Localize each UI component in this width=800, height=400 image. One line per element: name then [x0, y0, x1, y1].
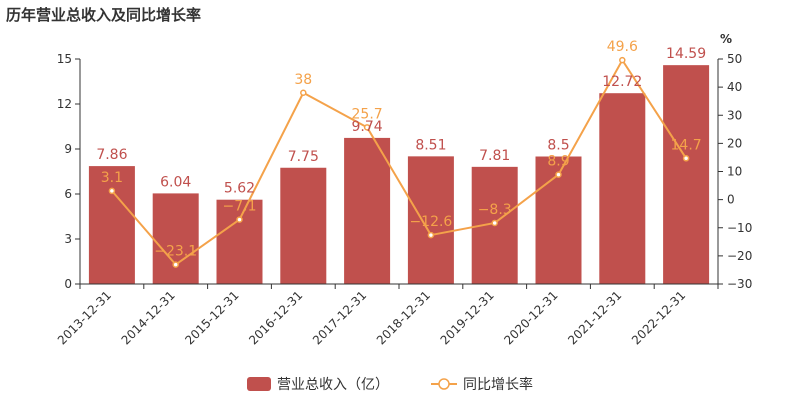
y-right-unit: %	[720, 32, 732, 46]
legend-bar-label: 营业总收入（亿）	[277, 377, 389, 393]
x-tick-label: 2016-12-31	[246, 288, 305, 347]
x-tick-label: 2014-12-31	[119, 288, 178, 347]
legend-line-label: 同比增长率	[463, 376, 533, 393]
x-tick-label: 2021-12-31	[565, 288, 624, 347]
bar	[216, 199, 263, 284]
growth-value-label: −8.3	[478, 202, 512, 218]
y-left-tick-label: 0	[64, 277, 72, 291]
bar	[599, 93, 646, 284]
bar-value-label: 8.5	[547, 138, 569, 154]
growth-point	[236, 216, 243, 223]
growth-value-label: 8.9	[547, 154, 569, 170]
y-right-tick-label: 40	[727, 80, 742, 94]
growth-value-label: −7.1	[223, 199, 257, 215]
x-tick-label: 2018-12-31	[374, 288, 433, 347]
bars-layer	[88, 65, 710, 285]
x-tick-label: 2020-12-31	[501, 288, 560, 347]
bar-value-label: 5.62	[224, 181, 255, 197]
y-left-tick-label: 12	[57, 97, 72, 111]
line-layer	[108, 56, 690, 268]
y-right-tick-label: 30	[727, 108, 742, 122]
y-right-tick-label: −10	[727, 221, 752, 235]
y-right-tick-label: −30	[727, 277, 752, 291]
bar-value-label: 7.86	[96, 147, 127, 163]
bar	[152, 193, 199, 284]
growth-value-label: 14.7	[671, 137, 702, 153]
bar-value-label: 7.75	[288, 149, 319, 165]
growth-point	[427, 231, 435, 239]
growth-line	[111, 58, 687, 266]
growth-value-label: 25.7	[352, 106, 383, 122]
legend-line-marker	[438, 378, 450, 390]
growth-point	[555, 171, 562, 178]
x-tick-label: 2013-12-31	[55, 288, 114, 347]
growth-value-label: −12.6	[409, 214, 452, 230]
y-right-tick-label: 50	[727, 52, 742, 66]
y-right-tick-label: 10	[727, 165, 742, 179]
x-tick-label: 2017-12-31	[310, 288, 369, 347]
labels-layer: 7.86 6.04 5.62 7.75 9.74 8.51 7.81 8.5 12.72 14.5…	[96, 39, 706, 259]
growth-point	[682, 155, 690, 162]
bar	[344, 137, 391, 284]
bar-value-label: 8.51	[415, 137, 446, 153]
bar-value-label: 12.72	[602, 74, 642, 90]
chart-title: 历年营业总收入及同比增长率	[6, 6, 202, 24]
growth-point	[619, 56, 626, 64]
bar	[280, 167, 327, 284]
growth-value-label: −23.1	[154, 244, 197, 260]
y-left-tick-label: 6	[64, 187, 72, 201]
y-right-tick-label: 0	[727, 193, 735, 207]
y-left-tick-label: 3	[64, 232, 72, 246]
y-right-tick-label: 20	[727, 136, 742, 150]
growth-point	[491, 219, 498, 227]
bar-value-label: 14.59	[666, 46, 706, 62]
bar	[88, 166, 135, 284]
growth-value-label: 49.6	[607, 39, 638, 55]
x-tick-label: 2019-12-31	[438, 288, 497, 347]
bar-value-label: 6.04	[160, 174, 191, 190]
legend-bar-swatch	[247, 377, 271, 391]
growth-value-label: 38	[294, 72, 312, 88]
growth-point	[363, 124, 371, 131]
growth-point	[172, 261, 179, 268]
bar-value-label: 9.74	[352, 119, 383, 135]
legend: 营业总收入（亿） 同比增长率	[247, 376, 533, 393]
bar	[663, 65, 710, 285]
growth-point	[108, 187, 116, 195]
y-right-tick-label: −20	[727, 249, 752, 263]
x-tick-label: 2022-12-31	[629, 288, 688, 347]
y-left-tick-label: 15	[57, 52, 72, 66]
bar-value-label: 7.81	[479, 148, 510, 164]
bar	[407, 156, 454, 284]
y-left-tick-label: 9	[64, 142, 72, 156]
growth-value-label: 3.1	[101, 170, 123, 186]
growth-point	[300, 89, 307, 96]
x-tick-label: 2015-12-31	[182, 288, 241, 347]
